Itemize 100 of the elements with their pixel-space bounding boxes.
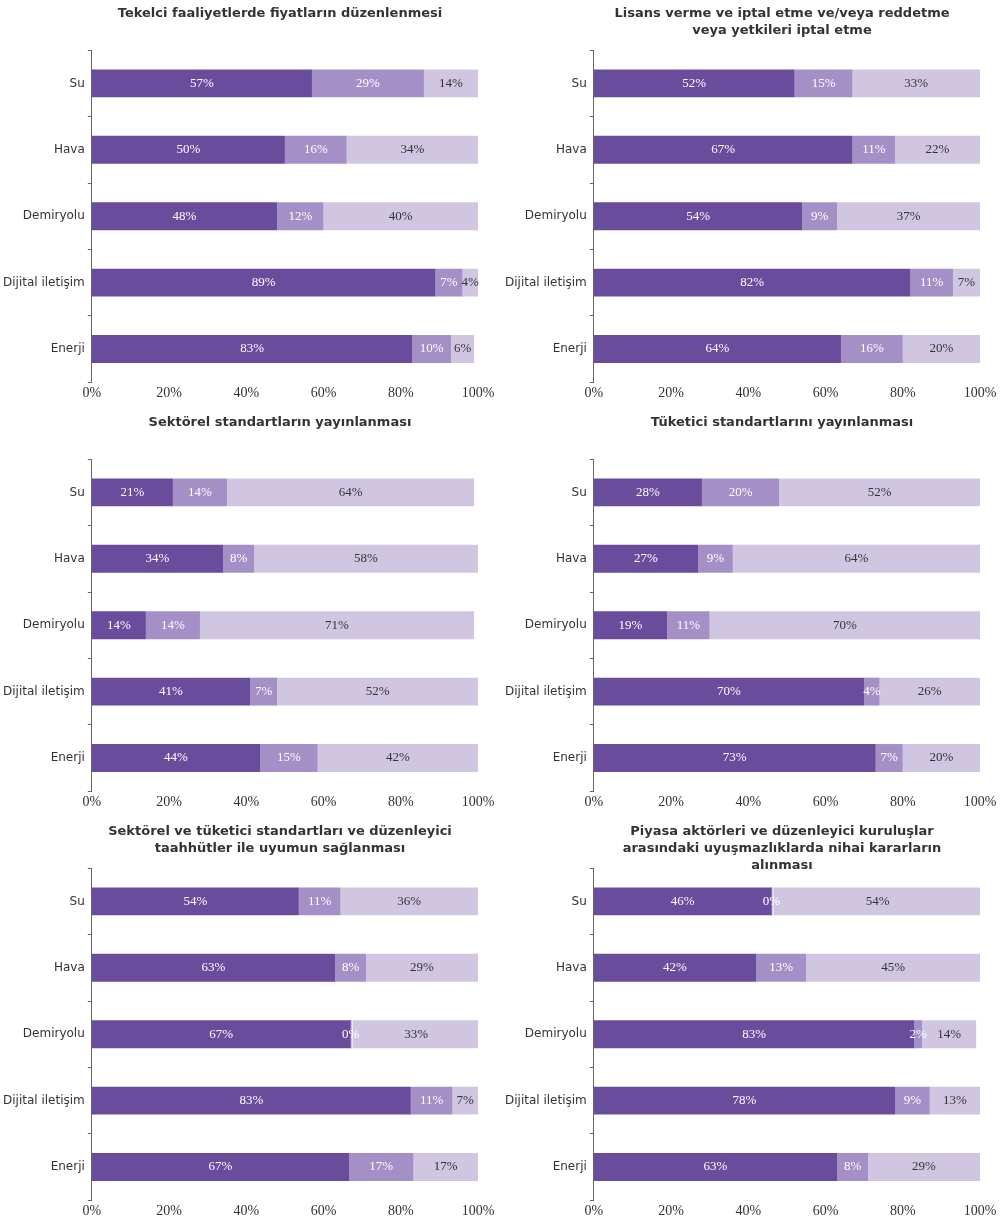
y-tick-label: Dijital iletişim	[2, 683, 85, 698]
bar	[756, 953, 807, 982]
x-tick-label: 60%	[812, 794, 839, 810]
bar	[593, 611, 668, 640]
y-tick-label: Dijital iletişim	[2, 1092, 85, 1107]
bar	[732, 544, 980, 573]
data-label: 20%	[929, 749, 954, 765]
chart-title: Sektörel standartların yayınlanması	[147, 413, 413, 430]
bar	[277, 202, 324, 231]
y-tick-label: Demiryolu	[524, 208, 587, 223]
data-label: 9%	[903, 1092, 922, 1108]
bar	[145, 611, 200, 640]
data-label: 78%	[732, 1092, 757, 1108]
bar	[91, 202, 278, 231]
data-label: 89%	[251, 274, 276, 290]
y-tick-label: Hava	[53, 550, 85, 565]
chart-title: Tekelci faaliyetlerde fiyatların düzenlenmesi	[116, 4, 444, 21]
x-tick-label: 40%	[233, 385, 260, 401]
y-tick-label: Enerji	[552, 1159, 587, 1174]
y-tick-label: Su	[69, 893, 85, 908]
data-label: 8%	[843, 1158, 862, 1174]
bar	[593, 744, 876, 772]
bar	[794, 69, 853, 98]
data-label: 54%	[183, 892, 208, 908]
bar	[91, 677, 251, 706]
bar	[895, 135, 980, 164]
chart-title: Sektörel ve tüketici standartları ve düzenleyici taahhütler ile uyumun sağlanması	[107, 822, 453, 856]
data-label: 36%	[397, 892, 422, 908]
bar	[593, 1153, 838, 1181]
data-label: 17%	[369, 1158, 394, 1174]
data-label: 7%	[880, 749, 899, 765]
bar	[410, 1086, 453, 1115]
bar	[91, 335, 413, 363]
bar	[317, 744, 478, 772]
x-tick-label: 100%	[963, 794, 997, 810]
y-tick-label: Su	[571, 75, 587, 90]
data-label: 64%	[338, 483, 363, 499]
bar	[902, 744, 980, 772]
data-label: 29%	[356, 74, 381, 90]
x-tick-label: 100%	[963, 385, 997, 401]
data-label: 14%	[937, 1025, 962, 1041]
x-tick-label: 60%	[310, 794, 337, 810]
bar	[91, 953, 336, 982]
data-label: 20%	[728, 483, 753, 499]
data-label: 52%	[682, 74, 707, 90]
data-label: 33%	[404, 1025, 429, 1041]
x-tick-label: 0%	[82, 385, 102, 401]
bar	[929, 1086, 980, 1115]
data-label: 45%	[881, 959, 906, 975]
bar	[868, 1153, 980, 1181]
x-tick-label: 80%	[889, 1203, 916, 1219]
y-tick-label: Demiryolu	[524, 617, 587, 632]
bar	[340, 887, 478, 916]
x-tick-label: 0%	[82, 794, 102, 810]
bar	[91, 887, 299, 916]
bar	[840, 335, 903, 363]
data-label: 4%	[461, 274, 480, 290]
x-tick-label: 20%	[658, 385, 685, 401]
data-label: 11%	[307, 892, 332, 908]
y-tick-label: Demiryolu	[22, 208, 85, 223]
y-tick-label: Dijital iletişim	[504, 1092, 587, 1107]
bar	[593, 953, 757, 982]
data-label: 48%	[172, 207, 197, 223]
bar	[593, 268, 911, 297]
x-tick-label: 100%	[963, 1203, 997, 1219]
data-label: 82%	[740, 274, 765, 290]
data-label: 26%	[917, 683, 942, 699]
data-label: 16%	[859, 340, 884, 356]
x-tick-label: 40%	[735, 794, 762, 810]
y-tick-label: Enerji	[50, 341, 85, 356]
bar	[709, 611, 980, 640]
bar	[260, 744, 318, 772]
y-tick-label: Su	[69, 484, 85, 499]
x-tick-label: 80%	[889, 385, 916, 401]
bar	[366, 953, 478, 982]
data-label: 14%	[106, 616, 131, 632]
x-tick-label: 60%	[812, 385, 839, 401]
data-label: 22%	[925, 141, 950, 157]
y-tick-label: Dijital iletişim	[504, 274, 587, 289]
bar	[593, 202, 803, 231]
y-tick-label: Dijital iletişim	[2, 274, 85, 289]
bar	[91, 611, 146, 640]
bar	[346, 135, 478, 164]
y-tick-label: Su	[69, 75, 85, 90]
bar	[91, 478, 173, 507]
bar	[593, 69, 795, 98]
bar	[879, 677, 980, 706]
bar	[952, 268, 980, 297]
y-tick-label: Hava	[555, 550, 587, 565]
y-tick-label: Demiryolu	[524, 1026, 587, 1041]
bar	[852, 135, 896, 164]
data-label: 13%	[942, 1092, 967, 1108]
bar	[698, 544, 733, 573]
data-label: 41%	[159, 683, 184, 699]
bar	[806, 953, 980, 982]
data-label: 12%	[288, 207, 313, 223]
y-tick-label: Enerji	[50, 750, 85, 765]
data-label: 58%	[354, 550, 379, 566]
data-label: 34%	[145, 550, 170, 566]
bar	[593, 478, 702, 507]
